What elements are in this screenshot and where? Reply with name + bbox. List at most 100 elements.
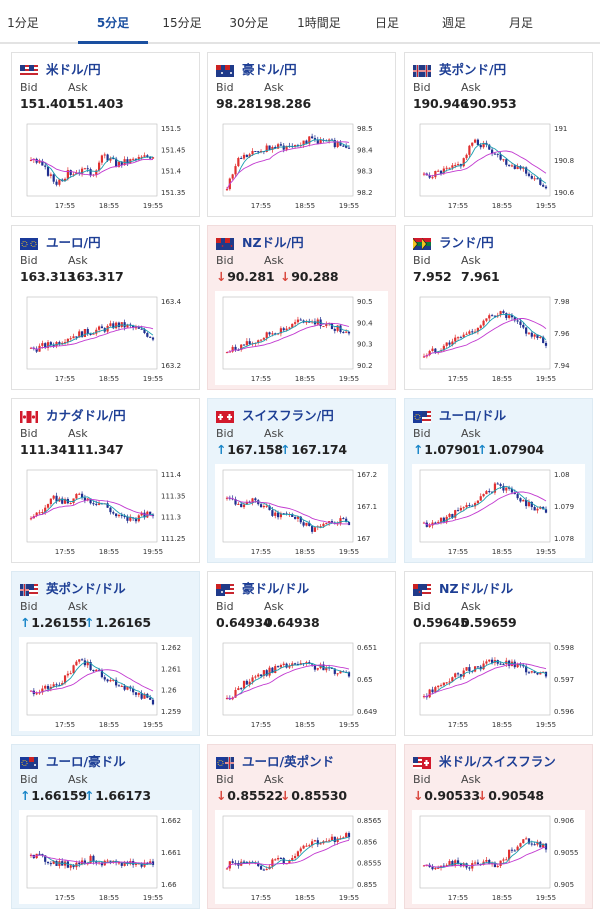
candle-body bbox=[83, 328, 87, 338]
candle-body bbox=[265, 869, 268, 871]
tab-3[interactable]: 30分足 bbox=[229, 16, 269, 30]
candle-body bbox=[490, 491, 494, 493]
candle-body bbox=[265, 332, 268, 339]
rate-card[interactable]: ユーロ/ドル Bid Ask ↑1.07901 ↑1.07904 1.08 1.0… bbox=[404, 398, 593, 563]
pair-name[interactable]: 豪ドル/ドル bbox=[242, 580, 310, 596]
mini-candle-chart[interactable]: 0.651 0.65 0.649 17:55 18:55 19:55 bbox=[215, 637, 388, 731]
mini-candle-chart[interactable]: 111.4 111.35 111.3 111.25 17:55 18:55 19:55 bbox=[19, 464, 192, 558]
pair-name[interactable]: 米ドル/スイスフラン bbox=[439, 753, 556, 769]
candle-body bbox=[439, 517, 443, 522]
candle-chart-svg: 1.08 1.079 1.078 17:55 18:55 19:55 bbox=[419, 469, 574, 556]
mini-candle-chart[interactable]: 98.5 98.4 98.3 98.2 17:55 18:55 19:55 bbox=[215, 118, 388, 212]
ask-value: 7.961 bbox=[461, 269, 500, 284]
pair-name[interactable]: カナダドル/円 bbox=[46, 407, 126, 423]
candle-body bbox=[313, 840, 317, 842]
candle-body bbox=[476, 500, 480, 504]
candle-body bbox=[542, 184, 545, 187]
mini-candle-chart[interactable]: 1.262 1.261 1.26 1.259 17:55 18:55 19:55 bbox=[19, 637, 192, 731]
pair-name[interactable]: NZドル/ドル bbox=[439, 580, 514, 596]
pair-name[interactable]: 米ドル/円 bbox=[46, 61, 101, 77]
candle-body bbox=[499, 311, 502, 316]
bid-value: ↓0.90533 bbox=[413, 788, 480, 803]
candle-body bbox=[428, 525, 431, 527]
candle-body bbox=[468, 505, 471, 507]
rate-card[interactable]: 米ドル/スイスフラン Bid Ask ↓0.90533 ↓0.90548 0.9… bbox=[404, 744, 593, 909]
bid-value: 7.952 bbox=[413, 269, 452, 284]
tab-6[interactable]: 週足 bbox=[441, 16, 466, 30]
mini-candle-chart[interactable]: 90.5 90.4 90.3 90.2 17:55 18:55 19:55 bbox=[215, 291, 388, 385]
candle-body bbox=[134, 518, 138, 522]
candle-body bbox=[519, 843, 522, 847]
rate-card[interactable]: 英ポンド/円 Bid Ask 190.946 190.953 191 190.8 1… bbox=[404, 52, 593, 217]
candle-body bbox=[485, 859, 488, 862]
mini-candle-chart[interactable]: 0.8565 0.856 0.8555 0.855 17:55 18:55 19:55 bbox=[215, 810, 388, 904]
tab-0[interactable]: 1分足 bbox=[7, 16, 39, 30]
candle-body bbox=[462, 670, 465, 677]
mini-candle-chart[interactable]: 167.2 167.1 167 17:55 18:55 19:55 bbox=[215, 464, 388, 558]
mini-candle-chart[interactable]: 151.5 151.45 151.4 151.35 17:55 18:55 19:55 bbox=[19, 118, 192, 212]
rate-card[interactable]: NZドル/円 Bid Ask ↓90.281 ↓90.288 90.5 90.4 9… bbox=[207, 225, 396, 390]
mini-candle-chart[interactable]: 163.4 163.2 17:55 18:55 19:55 bbox=[19, 291, 192, 385]
candle-body bbox=[117, 161, 121, 167]
candle-body bbox=[510, 315, 514, 318]
tab-4[interactable]: 1時間足 bbox=[297, 16, 341, 30]
rate-card[interactable]: 豪ドル/円 Bid Ask 98.281 98.286 98.5 98.4 98.3… bbox=[207, 52, 396, 217]
ask-value: 163.317 bbox=[68, 269, 124, 284]
candle-body bbox=[75, 493, 78, 499]
candle-body bbox=[308, 662, 311, 664]
candle-body bbox=[72, 174, 75, 176]
candle-body bbox=[66, 338, 69, 343]
rate-card[interactable]: カナダドル/円 Bid Ask 111.341 111.347 111.4 111… bbox=[11, 398, 200, 563]
pair-name[interactable]: NZドル/円 bbox=[242, 234, 304, 250]
tab-5[interactable]: 日足 bbox=[374, 16, 399, 30]
pair-name[interactable]: ユーロ/ドル bbox=[439, 407, 507, 423]
mini-candle-chart[interactable]: 191 190.8 190.6 17:55 18:55 19:55 bbox=[412, 118, 585, 212]
pair-name[interactable]: 英ポンド/円 bbox=[439, 61, 507, 77]
candle-body bbox=[516, 664, 519, 668]
candle-body bbox=[445, 342, 448, 346]
candle-body bbox=[328, 139, 331, 142]
candle-body bbox=[134, 692, 138, 695]
rate-card[interactable]: ユーロ/豪ドル Bid Ask ↑1.66159 ↑1.66173 1.662 1… bbox=[11, 744, 200, 909]
tab-1[interactable]: 5分足 bbox=[78, 0, 148, 44]
candle-body bbox=[308, 522, 311, 527]
candle-body bbox=[482, 663, 485, 670]
rate-card[interactable]: ユーロ/円 Bid Ask 163.313 163.317 163.4 163.2… bbox=[11, 225, 200, 390]
pair-name[interactable]: 英ポンド/ドル bbox=[46, 580, 126, 596]
rate-card[interactable]: ユーロ/英ポンド Bid Ask ↓0.85522 ↓0.85530 0.856… bbox=[207, 744, 396, 909]
candle-body bbox=[445, 865, 448, 867]
pair-name[interactable]: ユーロ/豪ドル bbox=[46, 753, 126, 769]
rate-card[interactable]: ランド/円 Bid Ask 7.952 7.961 7.98 7.96 7.94 17… bbox=[404, 225, 593, 390]
rate-card[interactable]: 英ポンド/ドル Bid Ask ↑1.26155 ↑1.26165 1.262 1… bbox=[11, 571, 200, 736]
pair-name[interactable]: スイスフラン/円 bbox=[242, 407, 334, 423]
candle-body bbox=[536, 672, 539, 675]
candle-body bbox=[454, 860, 457, 866]
candle-body bbox=[268, 145, 271, 150]
candle-body bbox=[97, 503, 101, 505]
pair-header: ユーロ/豪ドル bbox=[20, 751, 126, 769]
candle-body bbox=[274, 512, 277, 516]
rate-card[interactable]: 豪ドル/ドル Bid Ask 0.64934 0.64938 0.651 0.65… bbox=[207, 571, 396, 736]
y-tick-label: 90.5 bbox=[357, 298, 373, 306]
pair-name[interactable]: ランド/円 bbox=[439, 234, 494, 250]
mini-candle-chart[interactable]: 7.98 7.96 7.94 17:55 18:55 19:55 bbox=[412, 291, 585, 385]
rate-card[interactable]: スイスフラン/円 Bid Ask ↑167.158 ↑167.174 167.2… bbox=[207, 398, 396, 563]
candle-body bbox=[522, 167, 525, 169]
tab-2[interactable]: 15分足 bbox=[162, 16, 202, 30]
candle-body bbox=[311, 136, 314, 139]
x-tick-label: 17:55 bbox=[251, 721, 271, 729]
mini-candle-chart[interactable]: 1.08 1.079 1.078 17:55 18:55 19:55 bbox=[412, 464, 585, 558]
mini-candle-chart[interactable]: 0.598 0.597 0.596 17:55 18:55 19:55 bbox=[412, 637, 585, 731]
x-tick-label: 19:55 bbox=[339, 721, 359, 729]
pair-name[interactable]: ユーロ/英ポンド bbox=[242, 753, 335, 769]
pair-name[interactable]: 豪ドル/円 bbox=[242, 61, 297, 77]
x-tick-label: 19:55 bbox=[339, 375, 359, 383]
pair-name[interactable]: ユーロ/円 bbox=[46, 234, 101, 250]
rate-card[interactable]: NZドル/ドル Bid Ask 0.59645 0.59659 0.598 0.5… bbox=[404, 571, 593, 736]
chart-frame bbox=[419, 123, 551, 197]
mini-candle-chart[interactable]: 0.906 0.9055 0.905 17:55 18:55 19:55 bbox=[412, 810, 585, 904]
mini-candle-chart[interactable]: 1.662 1.661 1.66 17:55 18:55 19:55 bbox=[19, 810, 192, 904]
candle-body bbox=[316, 668, 319, 670]
tab-7[interactable]: 月足 bbox=[508, 16, 533, 30]
rate-card[interactable]: 米ドル/円 Bid Ask 151.401 151.403 151.5 151.4… bbox=[11, 52, 200, 217]
